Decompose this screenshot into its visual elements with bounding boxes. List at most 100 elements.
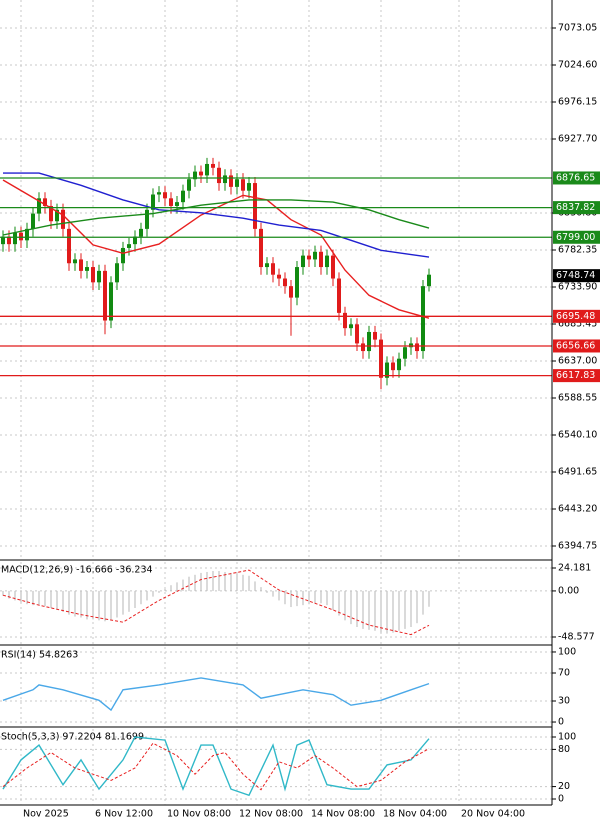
histogram-bar [218, 571, 220, 591]
histogram-bar [62, 590, 64, 612]
candle-body [127, 244, 131, 248]
histogram-bar [26, 590, 28, 605]
histogram-bar [260, 587, 262, 591]
candle-body [349, 324, 353, 329]
histogram-bar [32, 590, 34, 606]
histogram-bar [122, 590, 124, 615]
panel-title: RSI(14) 54.8263 [1, 650, 78, 661]
histogram-bar [248, 575, 250, 591]
y-tick-label: 24.181 [558, 562, 591, 573]
histogram-bar [86, 590, 88, 620]
histogram-bar [320, 590, 322, 604]
histogram-bar [140, 590, 142, 605]
histogram-bar [14, 590, 16, 601]
level-label-box [553, 309, 600, 323]
candle-body [175, 202, 179, 206]
candle-body [223, 175, 227, 184]
histogram-bar [290, 590, 292, 608]
histogram-bar [332, 590, 334, 610]
histogram-bar [284, 590, 286, 605]
candle-body [403, 347, 407, 359]
candle-body [67, 228, 71, 264]
y-tick-label: 100 [558, 731, 576, 742]
candle-body [271, 263, 275, 275]
indicator-line [2, 199, 430, 236]
level-label-box [553, 369, 600, 383]
y-tick-label: 6927.70 [558, 133, 597, 144]
candle-body [265, 263, 269, 268]
candle-body [169, 198, 173, 206]
histogram-bar [176, 582, 178, 591]
candle-body [391, 362, 395, 371]
histogram-bar [362, 590, 364, 629]
candle-body [373, 331, 377, 340]
histogram-bar [2, 590, 4, 596]
candle-body [199, 171, 203, 176]
y-tick-label: 6782.35 [558, 244, 597, 255]
candle-body [235, 179, 239, 187]
histogram-bar [74, 590, 76, 617]
y-tick-label: 0.00 [558, 585, 579, 596]
candle-body [97, 270, 101, 283]
candle-body [295, 267, 299, 298]
candle-body [85, 267, 89, 271]
histogram-bar [344, 590, 346, 621]
candle-body [385, 362, 389, 378]
histogram-bar [278, 590, 280, 601]
histogram-bar [116, 590, 118, 618]
histogram-bar [368, 590, 370, 630]
histogram-bar [56, 590, 58, 610]
histogram-bar [212, 571, 214, 591]
x-tick-label: 18 Nov 04:00 [383, 809, 447, 820]
histogram-bar [68, 590, 70, 615]
histogram-bar [8, 590, 10, 599]
histogram-bar [164, 589, 166, 591]
histogram-bar [326, 590, 328, 606]
level-label-box [553, 201, 600, 215]
y-tick-label: 7073.05 [558, 22, 597, 33]
indicator-line [2, 677, 430, 712]
candle-body [193, 171, 197, 180]
candle-body [145, 209, 149, 229]
histogram-bar [308, 590, 310, 605]
x-tick-label: Nov 2025 [23, 809, 69, 820]
candle-body [205, 163, 209, 176]
level-label-box [553, 230, 600, 244]
panel: 100 70 30 0 RSI(14) 54.8263 [0, 646, 576, 728]
candle-body [43, 198, 47, 206]
histogram-bar [38, 590, 40, 606]
histogram-bar [80, 590, 82, 618]
histogram-bar [350, 590, 352, 625]
histogram-bar [386, 590, 388, 634]
histogram-bar [422, 590, 424, 615]
histogram-bar [134, 590, 136, 609]
histogram-bar [242, 574, 244, 591]
candle-body [55, 209, 59, 222]
candle-body [421, 286, 425, 352]
histogram-bar [314, 590, 316, 604]
y-tick-label: 6976.15 [558, 96, 597, 107]
panel: 100 80 200 Stoch(5,3,3) 97.2204 81.1699 [0, 731, 576, 806]
level-label: 6837.82 [556, 202, 595, 213]
candle-body [151, 194, 155, 210]
level-label: 6617.83 [556, 370, 595, 381]
candle-body [91, 267, 95, 283]
y-tick-label: 6588.55 [558, 392, 597, 403]
candle-body [427, 274, 431, 287]
candle-body [289, 286, 293, 298]
x-tick-label: 12 Nov 08:00 [239, 809, 303, 820]
candle-body [163, 192, 167, 199]
candle-body [157, 192, 161, 195]
candle-body [337, 278, 341, 313]
histogram-bar [356, 590, 358, 627]
y-tick-label: 6637.00 [558, 355, 597, 366]
histogram-bar [110, 590, 112, 620]
candle-body [331, 255, 335, 279]
price-label: 6748.74 [556, 270, 595, 281]
candle-body [277, 274, 281, 279]
histogram-bar [398, 590, 400, 631]
histogram-bar [428, 590, 430, 607]
y-tick-label: 6733.90 [558, 281, 597, 292]
level-label: 6799.00 [556, 232, 595, 243]
